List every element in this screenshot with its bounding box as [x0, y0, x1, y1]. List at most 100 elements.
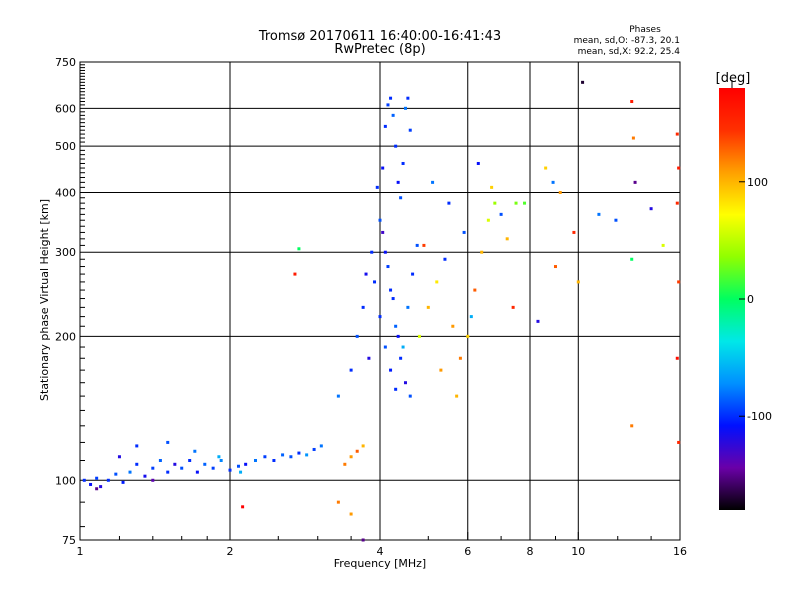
data-point [401, 345, 405, 349]
data-point [505, 237, 509, 241]
data-point [408, 128, 412, 132]
data-point [188, 458, 192, 462]
colorbar-tick-label: -100 [747, 410, 772, 423]
data-point [480, 250, 484, 254]
data-point [121, 480, 125, 484]
data-point [406, 96, 410, 100]
data-point [312, 447, 316, 451]
data-point [396, 334, 400, 338]
data-point [544, 166, 548, 170]
data-point [383, 250, 387, 254]
data-point [343, 462, 347, 466]
data-point [514, 201, 518, 205]
data-point [675, 132, 679, 136]
data-point [236, 464, 240, 468]
y-tick-label: 75 [62, 534, 76, 547]
data-point [630, 100, 634, 104]
data-point [523, 201, 527, 205]
colorbar-title: [deg] [716, 71, 751, 86]
colorbar-tick-label: 100 [747, 176, 768, 189]
data-point [89, 482, 93, 486]
data-point [272, 458, 276, 462]
data-point [293, 272, 297, 276]
data-point [511, 305, 515, 309]
data-point [381, 166, 385, 170]
data-point [391, 297, 395, 301]
phase-stats-x-mode: mean, sd,X: 92.2, 25.4 [578, 47, 681, 57]
data-point [193, 449, 197, 453]
y-tick-label: 100 [55, 474, 76, 487]
data-point [289, 455, 293, 459]
y-tick-label: 500 [55, 140, 76, 153]
data-point [305, 453, 309, 457]
data-point [394, 144, 398, 148]
data-point [581, 80, 585, 84]
data-point [166, 440, 170, 444]
plot-area: 1 2 4 6 8 10 16 75 100 200 300 400 500 600 750 [55, 56, 687, 558]
data-point [349, 512, 353, 516]
data-point [476, 161, 480, 165]
data-point [386, 265, 390, 269]
data-point [458, 356, 462, 360]
data-point [349, 368, 353, 372]
data-point [349, 455, 353, 459]
data-point [217, 455, 221, 459]
data-point [319, 444, 323, 448]
x-tick-label: 16 [673, 545, 687, 558]
x-tick-label: 4 [377, 545, 384, 558]
data-point [135, 444, 139, 448]
chart-subtitle: RwPretec (8p) [334, 42, 425, 57]
data-point [361, 444, 365, 448]
x-tick-label: 2 [227, 545, 234, 558]
data-point [297, 247, 301, 251]
data-point [415, 243, 419, 247]
data-point [228, 468, 232, 472]
data-point [677, 440, 681, 444]
data-point [490, 185, 494, 189]
data-point [597, 212, 601, 216]
data-point [677, 166, 681, 170]
data-point [462, 230, 466, 234]
data-point [633, 180, 637, 184]
data-point [383, 345, 387, 349]
data-point [553, 265, 557, 269]
data-point [499, 212, 503, 216]
data-point [180, 466, 184, 470]
data-point [426, 305, 430, 309]
y-tick-label: 600 [55, 102, 76, 115]
data-point [431, 180, 435, 184]
data-point [391, 113, 395, 117]
phase-colorbar: 100 0 -100 [719, 80, 772, 510]
data-point [336, 394, 340, 398]
data-point [435, 280, 439, 284]
data-point [381, 230, 385, 234]
data-point [263, 455, 267, 459]
y-tick-label: 750 [55, 56, 76, 69]
x-tick-label: 6 [464, 545, 471, 558]
data-point [389, 288, 393, 292]
y-axis-title: Stationary phase Virtual Height [km] [38, 199, 51, 401]
data-point [394, 324, 398, 328]
data-point [195, 470, 199, 474]
data-point [95, 487, 99, 491]
data-point [370, 250, 374, 254]
data-point [389, 96, 393, 100]
data-point [375, 185, 379, 189]
data-point [451, 324, 455, 328]
data-point [631, 136, 635, 140]
data-point [493, 201, 497, 205]
data-point [469, 315, 473, 319]
data-point [203, 462, 207, 466]
data-point [403, 106, 407, 110]
data-point [386, 103, 390, 107]
data-point [244, 462, 248, 466]
data-point [473, 288, 477, 292]
data-point [486, 218, 490, 222]
data-point [241, 505, 245, 509]
data-point [361, 305, 365, 309]
y-tick-label: 400 [55, 186, 76, 199]
data-point [135, 462, 139, 466]
data-point [401, 161, 405, 165]
data-point [336, 500, 340, 504]
